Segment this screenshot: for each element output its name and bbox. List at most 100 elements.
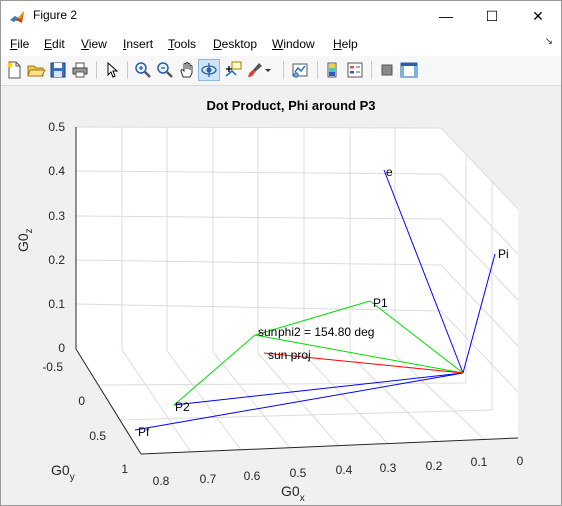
z-tick: 0.3 xyxy=(48,209,65,223)
x-tick: 0.7 xyxy=(200,472,217,486)
print-icon[interactable] xyxy=(70,60,90,80)
colorbar-icon[interactable] xyxy=(323,60,343,80)
x-tick: 0.1 xyxy=(471,455,488,469)
label-phi2: phi2 = 154.80 deg xyxy=(278,325,374,339)
y-axis-label-sub: y xyxy=(70,472,75,483)
vector-p3-pf xyxy=(134,372,464,431)
axes-3d[interactable]: 0.5 0.4 0.3 0.2 0.1 0 -0.5 0 0.5 1 0.8 0… xyxy=(1,86,561,505)
label-p1: P1 xyxy=(373,296,388,310)
label-sun-proj: sun proj xyxy=(268,348,311,362)
close-button[interactable]: ✕ xyxy=(532,8,544,24)
brush-icon[interactable] xyxy=(245,60,265,80)
show-plot-tools-icon[interactable] xyxy=(399,60,419,80)
label-e: e xyxy=(386,165,393,179)
menu-insert-mnemonic: I xyxy=(123,37,127,51)
z-axis-label: G0z xyxy=(15,228,35,252)
toolbar-separator xyxy=(96,61,97,79)
menu-insert[interactable]: Insert xyxy=(123,37,153,51)
label-pi: Pi xyxy=(498,247,509,261)
sun-projection-line xyxy=(263,352,464,374)
edit-plot-arrow-icon[interactable] xyxy=(102,60,122,80)
menu-tools[interactable]: Tools xyxy=(168,37,196,51)
data-cursor-icon[interactable] xyxy=(223,60,243,80)
menu-view-label: iew xyxy=(88,37,107,51)
menu-help-mnemonic: H xyxy=(333,37,342,51)
blue-vectors xyxy=(134,169,496,431)
z-tick: 0.5 xyxy=(48,120,65,134)
toolbar-separator xyxy=(371,61,372,79)
z-tick: 0.4 xyxy=(48,164,65,178)
window-title: Figure 2 xyxy=(33,8,78,22)
menu-edit[interactable]: Edit xyxy=(44,37,65,51)
axes-box xyxy=(75,127,519,455)
menu-view-mnemonic: V xyxy=(81,37,89,51)
y-axis-label: G0y xyxy=(51,462,75,483)
menu-tools-label: ools xyxy=(174,37,197,51)
menu-edit-label: dit xyxy=(52,37,65,51)
toolbar-separator xyxy=(127,61,128,79)
menu-window-label: indow xyxy=(283,37,315,51)
zoom-out-icon[interactable] xyxy=(155,60,175,80)
rotate-3d-icon[interactable] xyxy=(198,59,220,81)
menu-desktop-mnemonic: D xyxy=(213,37,222,51)
legend-icon[interactable] xyxy=(345,60,365,80)
plot-title: Dot Product, Phi around P3 xyxy=(206,98,375,113)
y-axis-label-main: G0 xyxy=(51,462,70,478)
menu-help-label: elp xyxy=(341,37,358,51)
link-plot-icon[interactable] xyxy=(290,60,310,80)
save-icon[interactable] xyxy=(48,60,68,80)
z-tick-labels: 0.5 0.4 0.3 0.2 0.1 0 xyxy=(48,120,65,355)
y-tick: 0.5 xyxy=(89,429,106,443)
vector-p3-p2 xyxy=(173,372,464,406)
label-p2: P2 xyxy=(175,400,190,414)
menu-insert-label: nsert xyxy=(126,37,154,51)
x-tick: 0.4 xyxy=(336,463,353,477)
menu-window-mnemonic: W xyxy=(272,37,284,51)
z-axis-label-sub: z xyxy=(24,228,35,233)
y-tick-labels: -0.5 0 0.5 1 xyxy=(42,360,128,476)
menu-help[interactable]: Help xyxy=(333,37,358,51)
menu-window[interactable]: Window xyxy=(272,37,315,51)
hide-plot-tools-icon[interactable] xyxy=(377,60,397,80)
x-axis-label: G0x xyxy=(281,483,305,504)
x-tick: 0.3 xyxy=(380,461,397,475)
figure-canvas[interactable]: 0.5 0.4 0.3 0.2 0.1 0 -0.5 0 0.5 1 0.8 0… xyxy=(1,86,561,505)
maximize-button[interactable]: ☐ xyxy=(485,8,499,24)
new-figure-icon[interactable] xyxy=(4,60,24,80)
figure-toolbar xyxy=(1,56,561,86)
z-tick: 0.2 xyxy=(48,253,65,267)
menu-view[interactable]: View xyxy=(81,37,107,51)
x-tick: 0 xyxy=(517,454,524,468)
y-tick: 1 xyxy=(121,462,128,476)
x-tick: 0.6 xyxy=(244,469,261,483)
y-tick: 0 xyxy=(78,394,85,408)
z-tick: 0.1 xyxy=(48,297,65,311)
vector-p3-pi xyxy=(462,253,496,374)
brush-dropdown-icon[interactable] xyxy=(264,60,272,80)
z-axis-label-main: G0 xyxy=(15,233,31,252)
green-vectors xyxy=(173,300,464,406)
x-tick: 0.5 xyxy=(290,466,307,480)
minimize-button[interactable]: — xyxy=(439,8,453,24)
title-bar[interactable]: Figure 2 — ☐ ✕ xyxy=(1,1,561,32)
pan-hand-icon[interactable] xyxy=(177,60,197,80)
vector-p3-p1 xyxy=(369,300,464,374)
menu-edit-mnemonic: E xyxy=(44,37,53,51)
open-file-icon[interactable] xyxy=(26,60,46,80)
x-tick: 0.2 xyxy=(426,459,443,473)
z-tick: 0 xyxy=(58,341,65,355)
menu-desktop[interactable]: Desktop xyxy=(213,37,257,51)
x-tick-labels: 0.8 0.7 0.6 0.5 0.4 0.3 0.2 0.1 0 xyxy=(153,454,524,488)
x-axis-label-sub: x xyxy=(300,493,305,504)
toolbar-separator xyxy=(317,61,318,79)
menu-file-label: ile xyxy=(17,37,30,51)
dock-arrow-icon[interactable]: ↘ xyxy=(544,36,553,47)
matlab-app-icon xyxy=(9,9,25,25)
zoom-in-icon[interactable] xyxy=(133,60,153,80)
menu-file[interactable]: File xyxy=(10,37,29,51)
menu-bar: File Edit View Insert Tools Desktop Wind… xyxy=(1,32,561,56)
label-sun: sun xyxy=(258,325,277,339)
menu-file-mnemonic: F xyxy=(10,37,18,51)
menu-tools-mnemonic: T xyxy=(168,37,174,51)
